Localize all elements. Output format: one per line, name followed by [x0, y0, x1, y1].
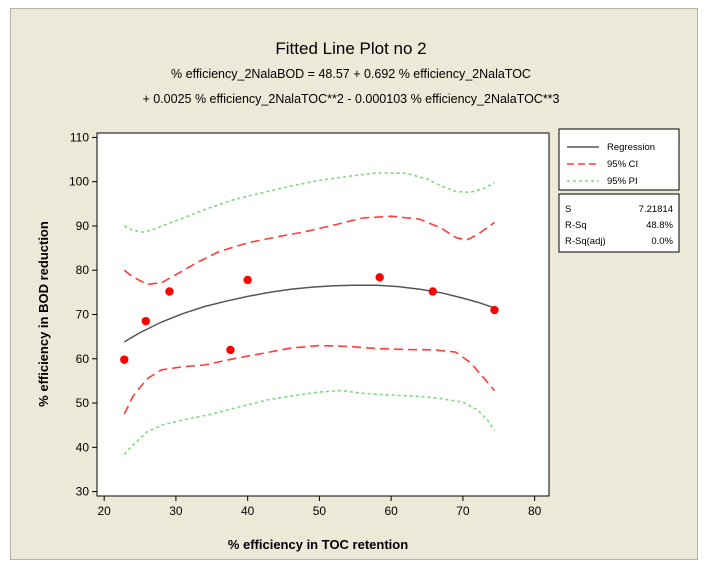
series-lines	[123, 171, 496, 455]
legend-label: Regression	[607, 142, 655, 153]
y-axis-label: % efficiency in BOD reduction	[36, 221, 51, 407]
y-tick-label: 60	[76, 352, 90, 366]
series-line-95-ci	[123, 344, 496, 415]
y-tick-label: 110	[70, 130, 89, 144]
stat-label: R-Sq(adj)	[565, 236, 606, 247]
data-point	[243, 275, 252, 285]
stats-box: S 7.21814 R-Sq 48.8% R-Sq(adj) 0.0%	[558, 193, 680, 253]
series-line-95-pi	[123, 171, 495, 234]
x-tick-label: 70	[456, 504, 470, 518]
data-point	[428, 287, 437, 296]
x-tick-label: 50	[313, 504, 327, 518]
chart-subtitle-line1: % efficiency_2NalaBOD = 48.57 + 0.692 % …	[171, 67, 531, 81]
stat-value: 7.21814	[639, 204, 673, 215]
x-axis-label: % efficiency in TOC retention	[228, 537, 408, 552]
stats-entries: S 7.21814 R-Sq 48.8% R-Sq(adj) 0.0%	[565, 204, 674, 247]
plot-area	[96, 132, 550, 497]
data-point	[165, 287, 174, 296]
y-tick-label: 100	[69, 175, 89, 189]
chart-subtitle-line2: + 0.0025 % efficiency_2NalaTOC**2 - 0.00…	[142, 92, 559, 106]
chart-frame: Fitted Line Plot no 2 % efficiency_2Nala…	[10, 8, 698, 560]
series-line-95-pi	[123, 389, 496, 455]
legend-label: 95% PI	[607, 176, 638, 187]
series-line-95-ci	[123, 215, 495, 286]
stat-value: 0.0%	[651, 236, 673, 247]
data-point	[490, 305, 499, 315]
y-tick-label: 90	[76, 219, 90, 233]
y-tick-label: 80	[76, 263, 90, 277]
y-tick-label: 70	[76, 308, 90, 322]
y-tick-label: 50	[76, 396, 90, 410]
legend-box: Regression 95% CI 95% PI	[558, 128, 680, 191]
series-line-regression	[123, 284, 495, 343]
legend-entries: Regression 95% CI 95% PI	[567, 142, 655, 187]
stat-label: R-Sq	[565, 220, 587, 231]
x-tick-label: 80	[528, 504, 542, 518]
x-tick-label: 60	[384, 504, 398, 518]
data-point	[375, 273, 384, 282]
stat-label: S	[565, 204, 571, 215]
chart-title: Fitted Line Plot no 2	[275, 39, 426, 58]
data-point	[141, 316, 150, 326]
x-tick-label: 30	[169, 504, 183, 518]
data-point	[120, 355, 129, 364]
y-tick-label: 30	[76, 485, 90, 499]
legend-label: 95% CI	[607, 159, 638, 170]
data-points	[120, 273, 499, 364]
data-point	[226, 345, 235, 355]
chart-svg: Fitted Line Plot no 2 % efficiency_2Nala…	[36, 39, 680, 552]
stat-value: 48.8%	[646, 220, 673, 231]
axis-ticks: 20 30 40 50 60 70 80 30 40 50 60 70 80 90 100 110	[69, 130, 542, 518]
x-tick-label: 20	[97, 504, 111, 518]
y-tick-label: 40	[76, 440, 90, 454]
x-tick-label: 40	[241, 504, 255, 518]
